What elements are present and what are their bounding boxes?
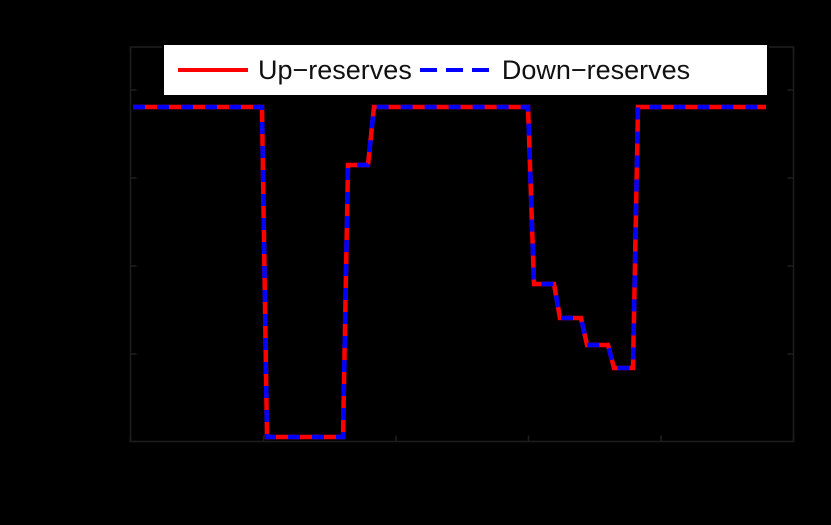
up-reserves-line (133, 104, 766, 440)
legend-box: Up−reserves Down−reserves (162, 43, 769, 97)
legend-label-down-reserves: Down−reserves (501, 54, 691, 85)
up-reserves-line-sample (178, 68, 248, 72)
down-reserves-line (133, 104, 766, 440)
legend-label-up-reserves: Up−reserves (258, 54, 412, 85)
down-reserves-line-sample (419, 68, 490, 72)
